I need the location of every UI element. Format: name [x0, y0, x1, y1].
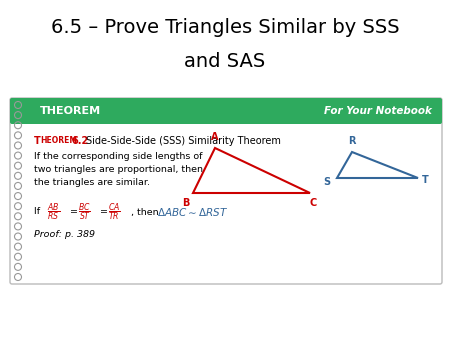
Text: T: T	[422, 175, 429, 185]
Text: C: C	[310, 198, 317, 208]
Text: HEOREM: HEOREM	[40, 136, 77, 145]
Text: 6.5 – Prove Triangles Similar by SSS: 6.5 – Prove Triangles Similar by SSS	[51, 18, 399, 37]
Text: R: R	[348, 136, 356, 146]
Text: =: =	[70, 208, 78, 217]
Text: If: If	[34, 208, 43, 217]
FancyBboxPatch shape	[10, 98, 442, 284]
Text: Side-Side-Side (SSS) Similarity Theorem: Side-Side-Side (SSS) Similarity Theorem	[86, 136, 281, 146]
Text: $\frac{AB}{RS}$: $\frac{AB}{RS}$	[47, 201, 60, 223]
Bar	[12, 100, 440, 122]
Text: =: =	[100, 208, 108, 217]
Text: and SAS: and SAS	[184, 52, 266, 71]
Text: B: B	[182, 198, 190, 208]
Text: S: S	[323, 177, 330, 187]
Text: $\frac{CA}{TR}$: $\frac{CA}{TR}$	[108, 201, 121, 223]
Text: If the corresponding side lengths of
two triangles are proportional, then
the tr: If the corresponding side lengths of two…	[34, 152, 203, 187]
Text: , then: , then	[131, 208, 158, 217]
Text: T: T	[34, 136, 41, 146]
Text: THEOREM: THEOREM	[40, 106, 101, 116]
Text: For Your Notebook: For Your Notebook	[324, 106, 432, 116]
Text: Proof: p. 389: Proof: p. 389	[34, 230, 95, 239]
Text: $\Delta\mathit{ABC} \sim \Delta\mathit{RST}$: $\Delta\mathit{ABC} \sim \Delta\mathit{R…	[157, 206, 228, 218]
Text: 6.2: 6.2	[71, 136, 88, 146]
FancyBboxPatch shape	[10, 98, 442, 124]
Text: A: A	[211, 132, 219, 142]
Text: $\frac{BC}{ST}$: $\frac{BC}{ST}$	[78, 201, 91, 223]
